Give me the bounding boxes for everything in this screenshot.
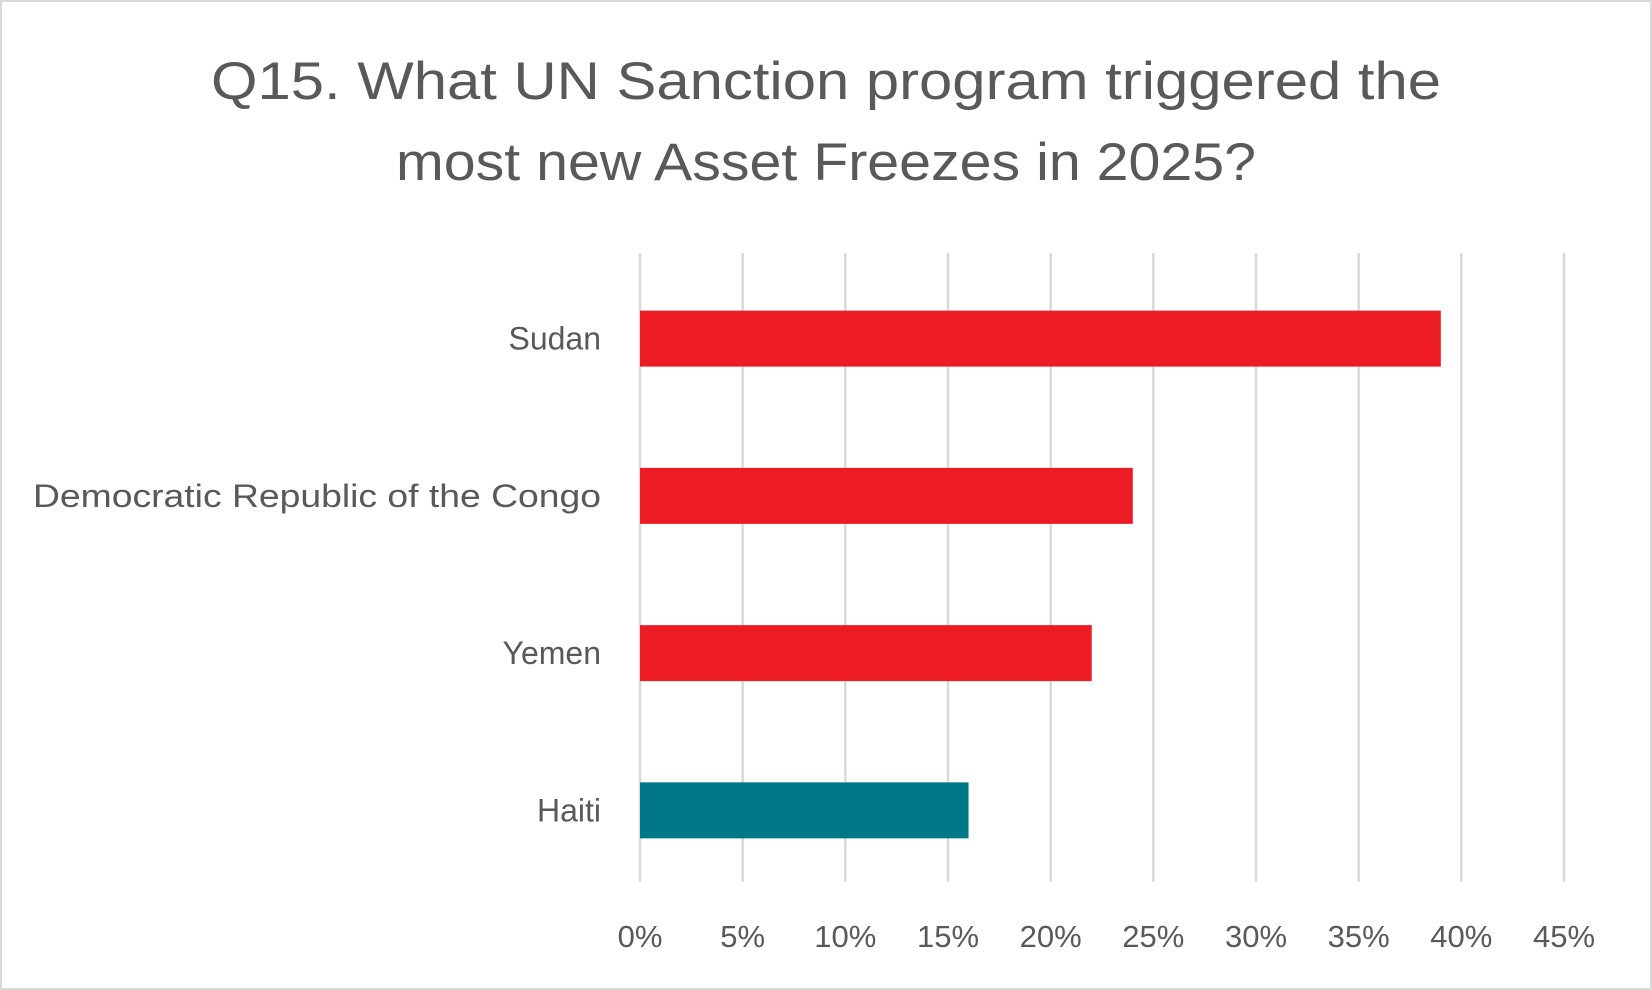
x-tick-label: 45% bbox=[1533, 919, 1595, 954]
bar-sudan bbox=[640, 310, 1441, 367]
bar-yemen bbox=[640, 625, 1092, 682]
x-tick-label: 10% bbox=[814, 919, 876, 954]
bar-democratic-republic-of-the-congo bbox=[640, 467, 1133, 524]
x-tick-label: 30% bbox=[1225, 919, 1287, 954]
bar-haiti bbox=[640, 782, 969, 839]
x-tick-label: 20% bbox=[1020, 919, 1082, 954]
x-tick-label: 5% bbox=[720, 919, 765, 954]
category-label: Yemen bbox=[503, 635, 601, 671]
x-tick-label: 0% bbox=[618, 919, 663, 954]
x-tick-label: 35% bbox=[1328, 919, 1390, 954]
chart-title-line-2: most new Asset Freezes in 2025? bbox=[396, 133, 1256, 192]
chart-title-line-1: Q15. What UN Sanction program triggered … bbox=[211, 52, 1441, 111]
category-label: Haiti bbox=[537, 792, 601, 828]
category-label: Sudan bbox=[508, 321, 601, 357]
x-tick-label: 40% bbox=[1430, 919, 1492, 954]
x-tick-label: 15% bbox=[917, 919, 979, 954]
category-label: Democratic Republic of the Congo bbox=[33, 478, 601, 514]
x-tick-label: 25% bbox=[1122, 919, 1184, 954]
